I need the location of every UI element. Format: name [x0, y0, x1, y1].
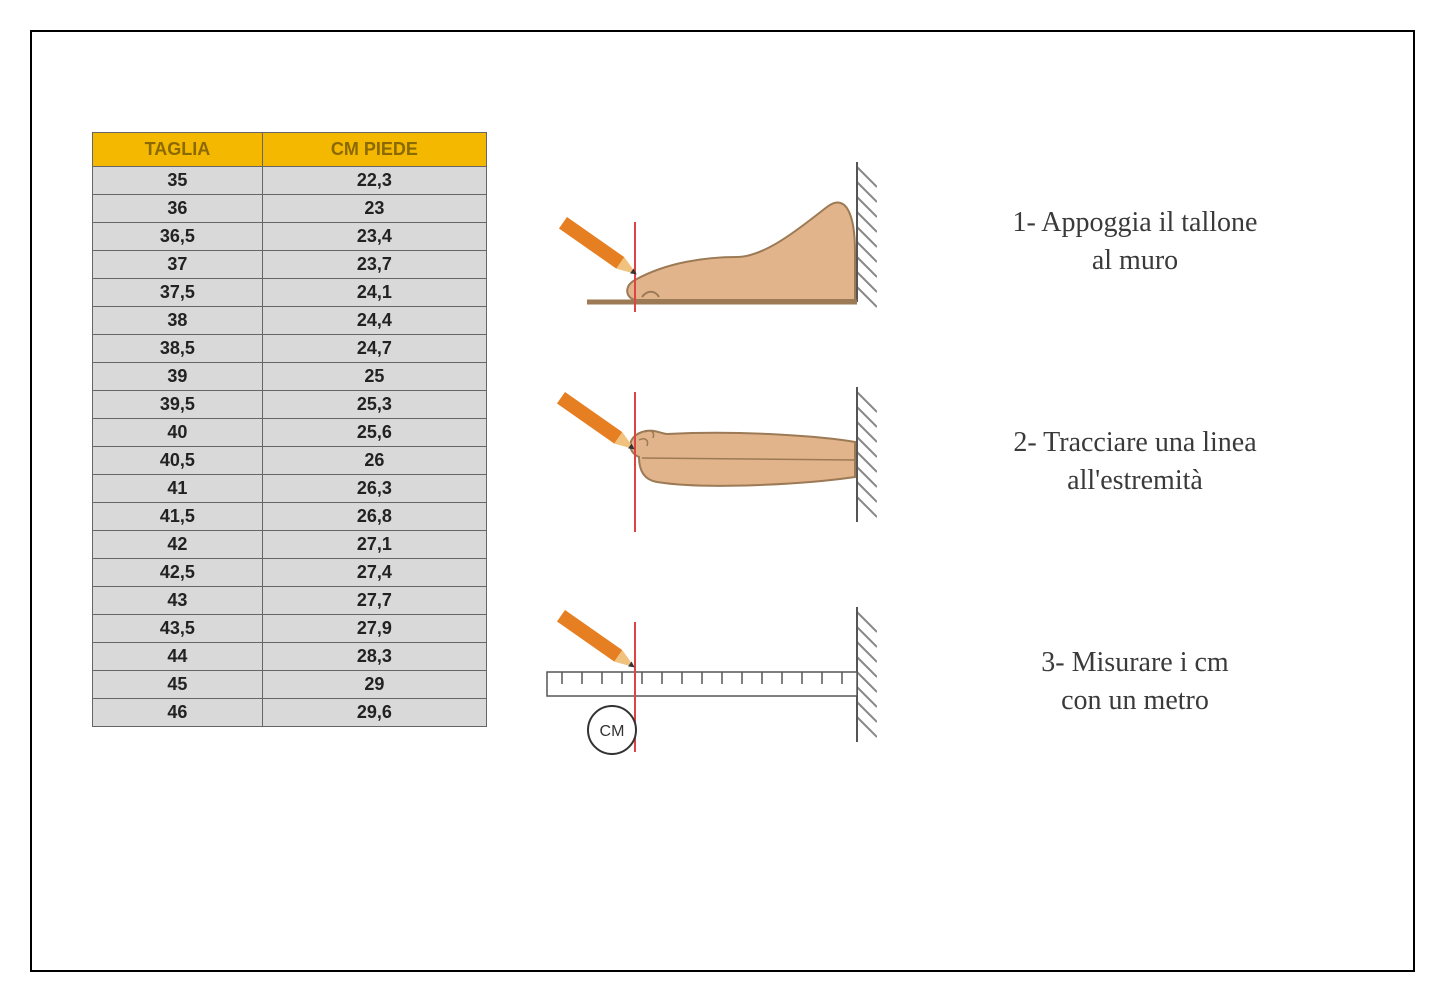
cell-taglia: 37,5	[93, 279, 263, 307]
step-2-text: 2- Tracciare una lineaall'estremità	[917, 424, 1353, 500]
cell-cmpiede: 26,3	[262, 475, 486, 503]
cell-taglia: 41,5	[93, 503, 263, 531]
table-row: 4428,3	[93, 643, 487, 671]
step-1-text: 1- Appoggia il talloneal muro	[917, 204, 1353, 280]
cell-cmpiede: 24,7	[262, 335, 486, 363]
table-header-row: TAGLIA CM PIEDE	[93, 133, 487, 167]
table-row: 4629,6	[93, 699, 487, 727]
cell-taglia: 38,5	[93, 335, 263, 363]
cell-taglia: 39,5	[93, 391, 263, 419]
cell-cmpiede: 27,7	[262, 587, 486, 615]
step-2: 2- Tracciare una lineaall'estremità	[527, 382, 1353, 542]
step-1: 1- Appoggia il talloneal muro	[527, 162, 1353, 322]
table-row: 3522,3	[93, 167, 487, 195]
content-area: TAGLIA CM PIEDE 3522,3362336,523,43723,7…	[32, 32, 1413, 822]
cell-cmpiede: 29	[262, 671, 486, 699]
cell-cmpiede: 29,6	[262, 699, 486, 727]
cell-taglia: 43	[93, 587, 263, 615]
cell-cmpiede: 23,7	[262, 251, 486, 279]
table-row: 3824,4	[93, 307, 487, 335]
cell-taglia: 43,5	[93, 615, 263, 643]
cell-cmpiede: 24,4	[262, 307, 486, 335]
cell-taglia: 45	[93, 671, 263, 699]
step-3: CM 3- Misurare i cmcon un metro	[527, 602, 1353, 762]
cm-label: CM	[600, 723, 625, 740]
cell-taglia: 36,5	[93, 223, 263, 251]
step-3-text: 3- Misurare i cmcon un metro	[917, 644, 1353, 720]
cell-cmpiede: 25	[262, 363, 486, 391]
table-row: 3723,7	[93, 251, 487, 279]
cell-cmpiede: 24,1	[262, 279, 486, 307]
table-row: 36,523,4	[93, 223, 487, 251]
table-row: 40,526	[93, 447, 487, 475]
cell-cmpiede: 22,3	[262, 167, 486, 195]
cell-taglia: 44	[93, 643, 263, 671]
table-row: 39,525,3	[93, 391, 487, 419]
cell-taglia: 46	[93, 699, 263, 727]
cell-cmpiede: 25,6	[262, 419, 486, 447]
cell-taglia: 42,5	[93, 559, 263, 587]
cell-cmpiede: 28,3	[262, 643, 486, 671]
cell-taglia: 40	[93, 419, 263, 447]
table-row: 38,524,7	[93, 335, 487, 363]
instruction-steps: 1- Appoggia il talloneal muro	[527, 132, 1353, 762]
table-row: 41,526,8	[93, 503, 487, 531]
step-2-illustration	[527, 382, 877, 542]
cell-cmpiede: 23,4	[262, 223, 486, 251]
table-row: 4126,3	[93, 475, 487, 503]
cell-cmpiede: 27,4	[262, 559, 486, 587]
cell-taglia: 39	[93, 363, 263, 391]
document-frame: TAGLIA CM PIEDE 3522,3362336,523,43723,7…	[30, 30, 1415, 972]
table-row: 37,524,1	[93, 279, 487, 307]
table-row: 4529	[93, 671, 487, 699]
cell-taglia: 41	[93, 475, 263, 503]
cell-cmpiede: 26,8	[262, 503, 486, 531]
cell-taglia: 35	[93, 167, 263, 195]
cell-cmpiede: 23	[262, 195, 486, 223]
cell-cmpiede: 26	[262, 447, 486, 475]
step-3-illustration: CM	[527, 602, 877, 762]
cell-cmpiede: 27,1	[262, 531, 486, 559]
col-header-taglia: TAGLIA	[93, 133, 263, 167]
cell-taglia: 42	[93, 531, 263, 559]
table-row: 3623	[93, 195, 487, 223]
cell-cmpiede: 25,3	[262, 391, 486, 419]
cell-cmpiede: 27,9	[262, 615, 486, 643]
table-row: 4025,6	[93, 419, 487, 447]
table-row: 4227,1	[93, 531, 487, 559]
cell-taglia: 40,5	[93, 447, 263, 475]
cell-taglia: 38	[93, 307, 263, 335]
step-1-illustration	[527, 162, 877, 322]
table-row: 3925	[93, 363, 487, 391]
cell-taglia: 36	[93, 195, 263, 223]
table-row: 4327,7	[93, 587, 487, 615]
col-header-cmpiede: CM PIEDE	[262, 133, 486, 167]
table-row: 43,527,9	[93, 615, 487, 643]
size-table: TAGLIA CM PIEDE 3522,3362336,523,43723,7…	[92, 132, 487, 727]
table-row: 42,527,4	[93, 559, 487, 587]
cell-taglia: 37	[93, 251, 263, 279]
